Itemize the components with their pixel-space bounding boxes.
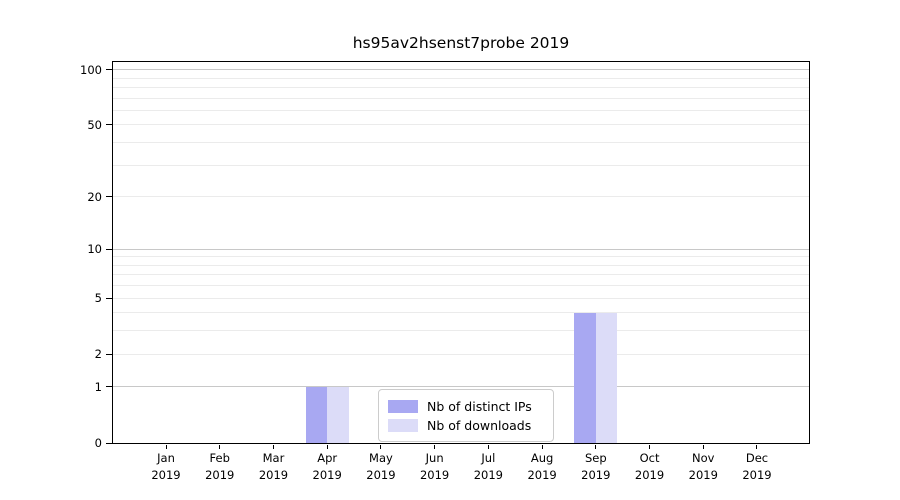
x-tick-label-jul: Jul 2019 <box>460 450 516 484</box>
x-tick-label-feb: Feb 2019 <box>192 450 248 484</box>
x-tick-month: Mar <box>262 451 285 465</box>
gridline-minor-4 <box>113 312 809 314</box>
legend-label-distinct-ips: Nb of distinct IPs <box>427 399 532 414</box>
x-tick-month: Jul <box>481 451 496 465</box>
gridline-minor-6 <box>113 285 809 287</box>
x-tick-month: Jan <box>157 451 175 465</box>
gridline-major-1 <box>113 386 809 388</box>
bar-downloads-apr <box>327 386 349 443</box>
bar-downloads-sep <box>595 312 618 443</box>
bars-layer <box>113 62 809 443</box>
gridline-minor-80 <box>113 86 809 88</box>
x-tick-label-may: May 2019 <box>353 450 409 484</box>
gridline-minor-3 <box>113 330 809 332</box>
y-tick-label-0: 0 <box>94 436 102 450</box>
x-tick-label-dec: Dec 2019 <box>729 450 785 484</box>
gridline-minor-50 <box>113 124 809 126</box>
x-tick-year: 2019 <box>688 468 718 482</box>
gridline-minor-2 <box>113 353 809 355</box>
x-tick-mark-dec <box>756 445 758 449</box>
x-tick-mark-aug <box>541 445 543 449</box>
y-tick-mark-1 <box>106 386 112 388</box>
plot-area: Nb of distinct IPs Nb of downloads <box>112 61 810 444</box>
x-tick-label-nov: Nov 2019 <box>675 450 731 484</box>
gridline-minor-20 <box>113 196 809 198</box>
y-tick-mark-10 <box>106 248 112 250</box>
y-tick-mark-0 <box>106 442 112 444</box>
y-tick-label-50: 50 <box>87 117 102 132</box>
x-tick-label-mar: Mar 2019 <box>245 450 301 484</box>
y-tick-label-100: 100 <box>80 62 102 77</box>
y-tick-mark-5 <box>106 297 112 299</box>
x-tick-year: 2019 <box>581 468 611 482</box>
gridline-minor-5 <box>113 297 809 299</box>
legend-swatch-downloads <box>388 419 418 432</box>
x-tick-year: 2019 <box>473 468 503 482</box>
y-tick-label-10: 10 <box>87 242 102 256</box>
x-tick-mark-sep <box>595 445 597 449</box>
x-tick-year: 2019 <box>527 468 557 482</box>
x-tick-year: 2019 <box>634 468 665 482</box>
x-tick-month: Oct <box>639 451 660 465</box>
gridline-minor-8 <box>113 264 809 266</box>
chart-title: hs95av2hsenst7probe 2019 <box>352 34 570 52</box>
y-tick-mark-20 <box>106 196 112 198</box>
y-tick-label-20: 20 <box>87 189 102 204</box>
x-tick-mark-nov <box>702 445 704 449</box>
legend: Nb of distinct IPs Nb of downloads <box>378 389 554 442</box>
x-tick-label-apr: Apr 2019 <box>299 450 355 484</box>
x-tick-month: Feb <box>209 451 230 465</box>
bar-distinct-ips-apr <box>305 386 328 443</box>
gridline-minor-9 <box>113 256 809 258</box>
x-tick-mark-jan <box>165 445 167 449</box>
x-tick-month: Sep <box>584 451 607 465</box>
y-tick-mark-50 <box>106 124 112 126</box>
x-tick-year: 2019 <box>366 468 396 482</box>
bar-distinct-ips-sep <box>574 312 596 443</box>
gridline-minor-70 <box>113 97 809 99</box>
legend-label-downloads: Nb of downloads <box>427 418 532 433</box>
grid-layer <box>113 62 809 443</box>
x-tick-year: 2019 <box>312 468 342 482</box>
x-tick-label-jun: Jun 2019 <box>407 450 463 484</box>
gridline-major-10 <box>113 248 809 250</box>
x-tick-year: 2019 <box>205 468 235 482</box>
y-tick-label-1: 1 <box>94 379 102 394</box>
gridline-minor-40 <box>113 142 809 144</box>
legend-row-distinct-ips: Nb of distinct IPs <box>388 397 544 416</box>
gridline-minor-90 <box>113 77 809 79</box>
x-tick-mark-apr <box>326 445 328 449</box>
x-tick-year: 2019 <box>742 468 772 482</box>
y-tick-mark-100 <box>106 69 112 71</box>
gridline-minor-7 <box>113 274 809 276</box>
x-tick-year: 2019 <box>258 468 289 482</box>
y-tick-label-2: 2 <box>94 347 102 362</box>
x-tick-label-sep: Sep 2019 <box>568 450 624 484</box>
x-tick-label-jan: Jan 2019 <box>138 450 194 484</box>
x-tick-year: 2019 <box>419 468 450 482</box>
y-tick-label-5: 5 <box>94 291 102 306</box>
y-tick-mark-2 <box>106 353 112 355</box>
x-tick-mark-jul <box>487 445 489 449</box>
legend-swatch-distinct-ips <box>388 400 418 413</box>
x-tick-mark-oct <box>649 445 651 449</box>
x-tick-label-oct: Oct 2019 <box>622 450 678 484</box>
x-tick-month: Apr <box>317 451 338 465</box>
legend-row-downloads: Nb of downloads <box>388 416 544 435</box>
x-tick-month: Nov <box>692 451 715 465</box>
x-tick-mark-jun <box>434 445 436 449</box>
x-tick-mark-may <box>380 445 382 449</box>
gridline-minor-60 <box>113 109 809 111</box>
x-tick-month: May <box>369 451 393 465</box>
x-tick-label-aug: Aug 2019 <box>514 450 570 484</box>
x-tick-year: 2019 <box>151 468 181 482</box>
x-tick-mark-mar <box>272 445 274 449</box>
gridline-major-100 <box>113 69 809 71</box>
gridline-minor-30 <box>113 164 809 166</box>
x-tick-month: Dec <box>745 451 769 465</box>
x-tick-mark-feb <box>219 445 221 449</box>
x-tick-month: Aug <box>530 451 554 465</box>
x-tick-month: Jun <box>425 451 444 465</box>
